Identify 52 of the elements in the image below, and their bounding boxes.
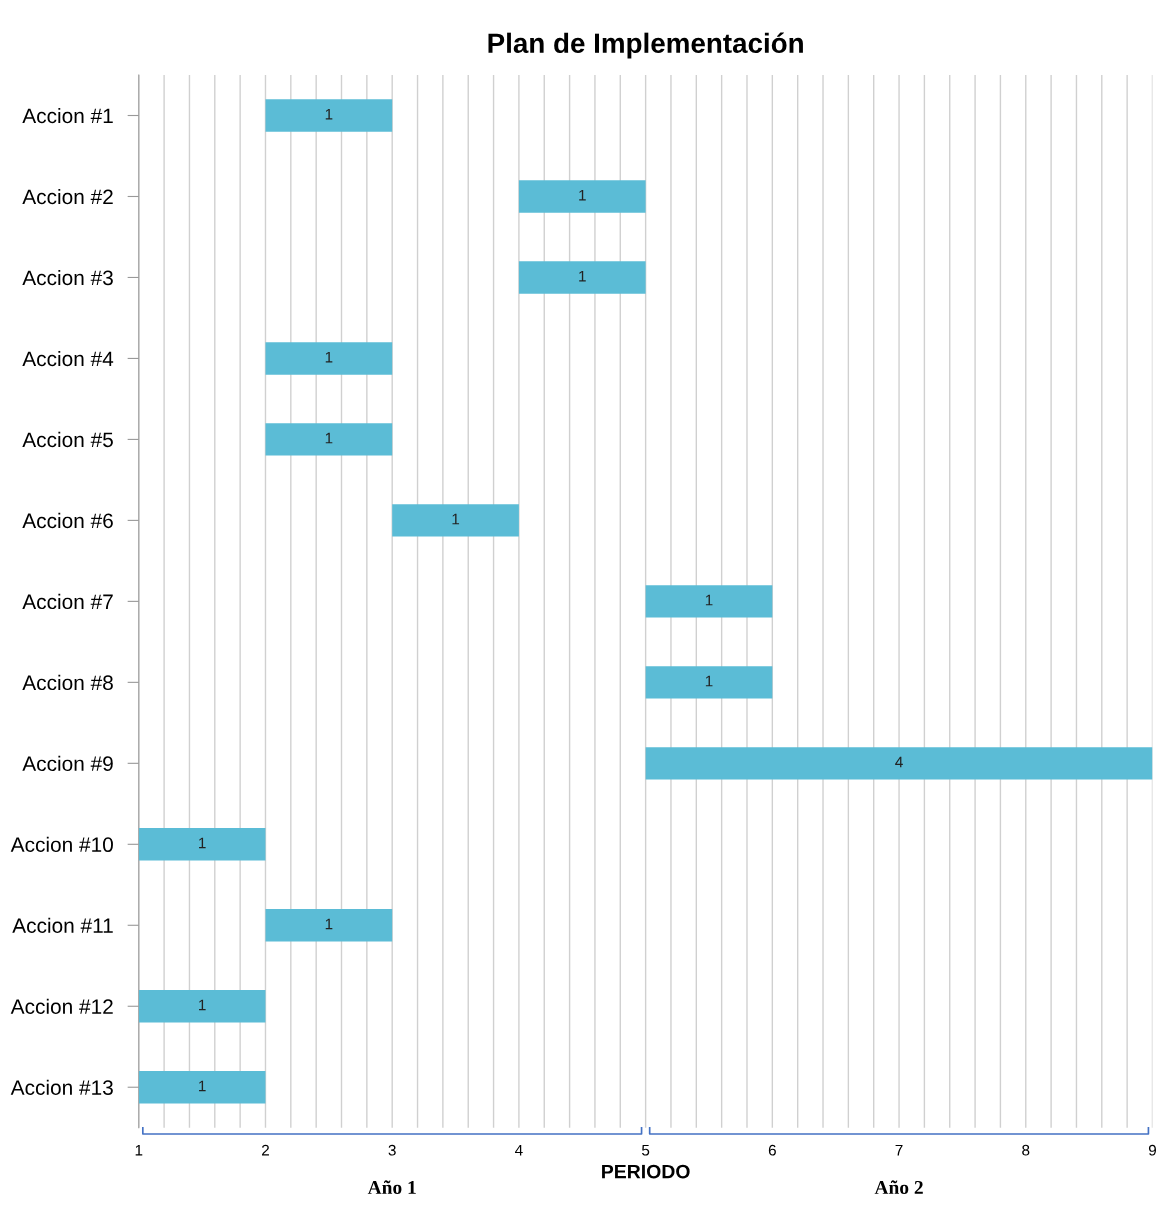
bar [518, 261, 646, 294]
bar [518, 180, 646, 213]
data-label: 1 [199, 1080, 206, 1092]
data-label: 1 [325, 108, 333, 120]
x-tick-label: 3 [388, 1144, 396, 1156]
y-tick-label: Accion #11 [12, 917, 113, 934]
data-label: 1 [199, 837, 206, 849]
bar [265, 423, 393, 456]
x-tick-label: 8 [1022, 1144, 1030, 1156]
y-tick-label: Accion #8 [22, 674, 113, 691]
bar [265, 909, 393, 942]
y-tick-label: Accion #1 [22, 107, 113, 124]
bar [138, 828, 266, 861]
y-tick-label: Accion #2 [22, 188, 113, 205]
y-tick-label: Accion #6 [22, 512, 113, 529]
bar [138, 990, 266, 1023]
y-tick-label: Accion #10 [10, 836, 113, 853]
y-tick-label: Accion #12 [10, 998, 113, 1015]
bar [138, 1071, 266, 1104]
x-tick-label: 5 [641, 1144, 650, 1156]
data-label: 1 [452, 513, 460, 525]
x-tick-label: 6 [768, 1144, 776, 1156]
x-axis-title: PERIODO [602, 1164, 690, 1179]
bar [265, 99, 393, 132]
data-label: 1 [325, 351, 333, 363]
x-tick-label: 9 [1148, 1144, 1156, 1156]
y-tick-label: Accion #7 [22, 593, 113, 610]
text: Año 1 [367, 1180, 416, 1195]
data-label: 1 [199, 999, 206, 1011]
y-tick-label: Accion #3 [22, 269, 113, 286]
data-label: 1 [705, 594, 713, 606]
data-label: 1 [325, 918, 333, 930]
bar [392, 504, 519, 537]
y-tick-label: Accion #4 [22, 350, 114, 367]
y-tick-label: Accion #5 [22, 431, 113, 448]
y-tick-label: Accion #13 [10, 1079, 113, 1095]
chart-title: Plan de Implementación [488, 32, 803, 59]
x-tick-label: 4 [515, 1144, 523, 1156]
bar [265, 342, 393, 375]
data-label: 1 [325, 432, 333, 444]
text: Año 2 [874, 1180, 923, 1195]
data-label: 1 [579, 270, 586, 282]
data-label: 1 [705, 675, 713, 687]
bar [645, 666, 773, 699]
bar [645, 585, 773, 618]
bar [645, 747, 1153, 780]
data-label: 1 [579, 189, 586, 201]
x-tick-label: 7 [895, 1144, 903, 1156]
y-tick-label: Accion #9 [22, 755, 113, 772]
x-tick-label: 2 [262, 1144, 269, 1156]
data-label: 4 [895, 756, 903, 768]
x-tick-label: 1 [135, 1144, 143, 1156]
